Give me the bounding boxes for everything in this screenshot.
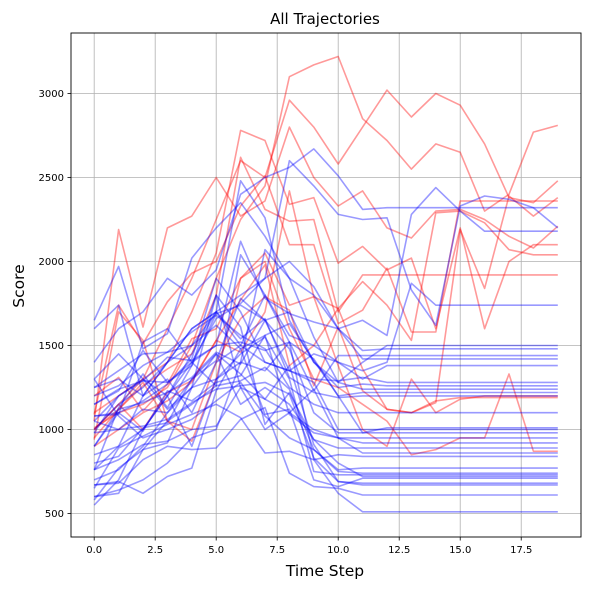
blue-trajectory-line [93, 364, 558, 485]
blue-trajectory-line [93, 254, 558, 405]
x-tick-label: 10.0 [327, 545, 349, 556]
y-tick-label: 3000 [39, 89, 64, 100]
x-tick-label: 12.5 [388, 545, 410, 556]
blue-trajectory-line [93, 311, 558, 447]
blue-trajectory-line [93, 353, 558, 444]
blue-trajectory-line [93, 148, 558, 363]
red-trajectory-line [93, 55, 559, 429]
blue-trajectory-line [93, 341, 558, 405]
blue-trajectory-line [93, 378, 558, 471]
blue-trajectory-line [94, 260, 558, 417]
blue-trajectory-line [93, 159, 559, 397]
blue-trajectory-line [93, 294, 558, 471]
blue-trajectory-line [93, 294, 558, 501]
y-tick-label: 1500 [39, 341, 64, 352]
red-trajectory-line [93, 156, 558, 439]
red-trajectory-line [93, 89, 559, 414]
y-axis-ticks: 500 1000 1500 2000 2500 3000 [39, 89, 71, 520]
x-axis-ticks: 0.0 2.5 5.0 7.5 10.0 12.5 15.0 17.5 [86, 537, 532, 556]
blue-trajectory-line [93, 186, 558, 350]
blue-trajectory-line [93, 311, 558, 456]
blue-trajectory-line [93, 336, 558, 506]
red-trajectory-line [93, 126, 559, 422]
x-tick-label: 5.0 [208, 545, 224, 556]
y-axis-label: Score [10, 264, 28, 307]
x-tick-label: 7.5 [269, 545, 285, 556]
red-trajectory-line [93, 195, 559, 431]
blue-trajectory-line [93, 341, 558, 513]
blue-trajectory-line [94, 366, 558, 498]
red-trajectory-line [93, 210, 558, 412]
y-tick-label: 2500 [39, 173, 64, 184]
x-tick-label: 17.5 [510, 545, 532, 556]
series-lines [93, 55, 559, 513]
blue-trajectory-line [93, 353, 558, 481]
plot-frame [70, 32, 582, 538]
blue-trajectory-line [94, 381, 558, 486]
blue-trajectory-line [93, 314, 558, 414]
x-tick-label: 15.0 [449, 545, 471, 556]
chart-title: All Trajectories [270, 10, 380, 28]
blue-trajectory-line [93, 294, 558, 471]
grid [71, 33, 581, 537]
red-trajectory-line [93, 175, 558, 415]
x-tick-label: 0.0 [86, 545, 102, 556]
x-tick-label: 2.5 [147, 545, 163, 556]
y-tick-label: 2000 [39, 257, 64, 268]
red-trajectory-line [93, 190, 558, 448]
blue-trajectory-line [93, 403, 558, 489]
blue-trajectory-line [93, 322, 558, 431]
y-tick-label: 500 [45, 509, 64, 520]
blue-trajectory-line [93, 180, 558, 389]
blue-trajectory-line [94, 347, 558, 495]
red-trajectory-line [93, 260, 558, 456]
blue-trajectory-line [94, 406, 558, 496]
blue-trajectory-line [93, 248, 558, 434]
red-trajectory-line [93, 129, 558, 431]
blue-trajectory-line [93, 297, 558, 464]
red-trajectory-line [93, 295, 558, 440]
blue-trajectory-line [93, 282, 558, 397]
blue-trajectory-line [93, 334, 558, 447]
blue-trajectory-line [93, 240, 558, 397]
y-tick-label: 1000 [39, 425, 64, 436]
blue-trajectory-line [94, 277, 558, 431]
blue-trajectory-line [93, 304, 558, 422]
x-axis-label: Time Step [285, 562, 364, 580]
